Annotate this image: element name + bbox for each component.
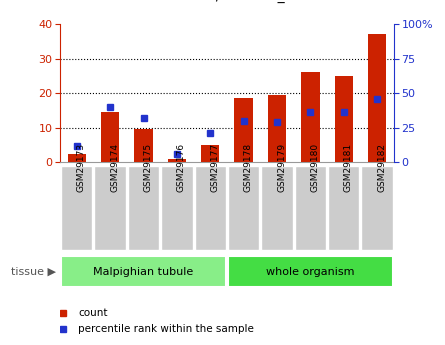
Text: GSM29179: GSM29179 — [277, 143, 286, 192]
Bar — [61, 256, 227, 287]
Bar — [335, 76, 353, 162]
Text: GSM29173: GSM29173 — [77, 143, 86, 192]
Text: GSM29176: GSM29176 — [177, 143, 186, 192]
Bar — [168, 159, 186, 162]
Bar — [128, 166, 159, 250]
Bar — [161, 166, 193, 250]
Bar — [228, 256, 393, 287]
Text: GSM29180: GSM29180 — [311, 143, 320, 192]
Text: tissue ▶: tissue ▶ — [11, 267, 56, 277]
Text: GSM29182: GSM29182 — [377, 143, 386, 192]
Text: GSM29174: GSM29174 — [110, 143, 119, 192]
Bar — [261, 166, 293, 250]
Bar — [328, 166, 360, 250]
Bar — [61, 166, 93, 250]
Bar — [361, 166, 393, 250]
Bar — [235, 98, 253, 162]
Bar — [68, 154, 86, 162]
Text: GSM29181: GSM29181 — [344, 143, 353, 192]
Text: Malpighian tubule: Malpighian tubule — [93, 267, 194, 277]
Text: percentile rank within the sample: percentile rank within the sample — [78, 325, 254, 334]
Text: whole organism: whole organism — [266, 267, 355, 277]
Bar — [228, 166, 259, 250]
Text: GSM29178: GSM29178 — [244, 143, 253, 192]
Bar — [295, 166, 326, 250]
Bar — [368, 34, 386, 162]
Text: GSM29175: GSM29175 — [143, 143, 153, 192]
Bar — [94, 166, 126, 250]
Bar — [301, 72, 320, 162]
Text: GSM29177: GSM29177 — [210, 143, 219, 192]
Bar — [194, 166, 226, 250]
Text: GDS732 / 145279_at: GDS732 / 145279_at — [155, 0, 299, 3]
Bar — [134, 129, 153, 162]
Bar — [101, 112, 119, 162]
Bar — [268, 95, 286, 162]
Bar — [201, 145, 219, 162]
Text: count: count — [78, 308, 108, 318]
